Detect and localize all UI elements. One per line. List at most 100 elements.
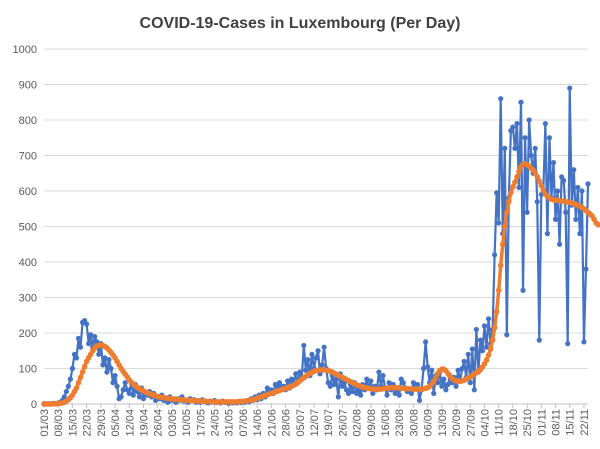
data-point-daily	[550, 160, 557, 166]
data-point-daily	[410, 380, 417, 386]
x-tick-label: 01/11	[536, 409, 548, 436]
data-point-average	[79, 369, 86, 375]
data-point-daily	[100, 362, 106, 368]
data-point-daily	[425, 364, 431, 370]
data-point-daily	[498, 96, 504, 102]
x-tick-label: 25/10	[522, 409, 534, 437]
data-point-daily	[510, 124, 516, 130]
data-point-daily	[583, 266, 589, 272]
data-point-daily	[349, 388, 356, 395]
data-point-daily	[400, 380, 406, 386]
data-point-daily	[431, 390, 437, 396]
x-tick-label: 29/03	[96, 409, 108, 437]
data-point-average	[77, 374, 84, 381]
data-point-average	[508, 189, 514, 196]
data-point-daily	[110, 380, 116, 386]
data-point-daily	[494, 190, 500, 196]
data-point-daily	[526, 117, 532, 123]
data-point-daily	[112, 373, 118, 379]
x-tick-label: 08/03	[53, 409, 65, 437]
data-point-average	[501, 223, 508, 230]
data-point-daily	[461, 358, 467, 364]
data-point-daily	[534, 199, 540, 205]
data-point-daily	[561, 177, 567, 183]
data-point-average	[489, 337, 496, 343]
data-point-daily	[522, 135, 528, 141]
data-point-average	[510, 183, 516, 190]
chart-title: COVID-19-Cases in Luxembourg (Per Day)	[140, 15, 461, 32]
data-point-average	[595, 221, 600, 228]
data-point-average	[81, 363, 88, 370]
data-point-daily	[546, 135, 553, 141]
data-point-daily	[459, 365, 465, 372]
x-tick-label: 07/06	[238, 409, 250, 437]
x-tick-label: 05/04	[110, 409, 122, 437]
x-tick-label: 16/08	[380, 409, 392, 437]
data-point-daily	[554, 188, 561, 194]
data-point-daily	[455, 367, 461, 373]
data-point-daily	[512, 145, 518, 151]
data-point-daily	[96, 351, 102, 357]
x-tick-label: 11/10	[494, 409, 506, 436]
data-point-daily	[65, 383, 71, 389]
data-point-average	[485, 352, 492, 358]
y-tick-label: 600	[19, 186, 37, 198]
data-point-daily	[524, 209, 530, 215]
y-tick-label: 1000	[13, 44, 37, 56]
x-tick-label: 15/11	[565, 409, 577, 436]
data-point-daily	[441, 376, 447, 382]
x-tick-label: 05/07	[295, 409, 307, 437]
y-tick-label: 200	[19, 328, 37, 340]
data-point-daily	[384, 392, 390, 398]
plot-area	[41, 85, 600, 407]
x-tick-label: 22/03	[82, 409, 94, 437]
data-point-daily	[477, 337, 484, 343]
data-point-daily	[514, 120, 520, 127]
x-tick-label: 24/05	[210, 409, 222, 437]
data-point-daily	[577, 231, 583, 237]
data-point-daily	[297, 369, 303, 375]
data-point-daily	[86, 341, 92, 347]
x-tick-label: 27/09	[465, 409, 477, 437]
data-point-daily	[75, 335, 82, 341]
data-point-daily	[528, 152, 534, 159]
y-tick-label: 500	[19, 222, 37, 234]
data-point-daily	[130, 392, 136, 398]
x-tick-label: 28/06	[281, 409, 293, 437]
data-point-daily	[469, 346, 475, 352]
data-point-daily	[565, 341, 571, 347]
data-point-daily	[581, 339, 587, 345]
data-point-average	[493, 308, 500, 315]
data-point-daily	[445, 381, 451, 388]
data-point-average	[514, 174, 520, 180]
data-point-daily	[118, 394, 124, 400]
x-tick-label: 10/05	[181, 409, 193, 437]
x-tick-label: 17/05	[195, 409, 207, 437]
data-point-daily	[368, 378, 374, 384]
data-point-daily	[471, 387, 477, 393]
x-tick-label: 15/03	[67, 409, 79, 437]
data-point-daily	[321, 344, 327, 350]
y-tick-label: 900	[19, 80, 37, 92]
data-point-daily	[284, 378, 291, 384]
data-point-average	[432, 374, 439, 381]
data-point-daily	[579, 188, 585, 194]
data-point-daily	[319, 362, 325, 368]
data-point-daily	[556, 241, 563, 247]
data-point-average	[512, 179, 518, 185]
data-point-daily	[104, 369, 110, 375]
data-point-daily	[67, 376, 73, 382]
data-point-daily	[69, 365, 76, 372]
x-axis: 01/03 08/03 15/03 22/03 29/03 05/04 12/04 19/04…	[39, 403, 591, 437]
data-point-daily	[544, 231, 551, 237]
x-tick-label: 09/08	[366, 409, 378, 437]
x-tick-label: 04/10	[479, 409, 491, 437]
data-point-daily	[483, 344, 490, 350]
data-point-daily	[315, 348, 321, 354]
data-point-daily	[358, 392, 364, 398]
x-tick-label: 23/08	[394, 409, 406, 437]
data-point-average	[534, 174, 541, 180]
data-point-daily	[122, 380, 128, 386]
data-point-daily	[573, 216, 579, 222]
